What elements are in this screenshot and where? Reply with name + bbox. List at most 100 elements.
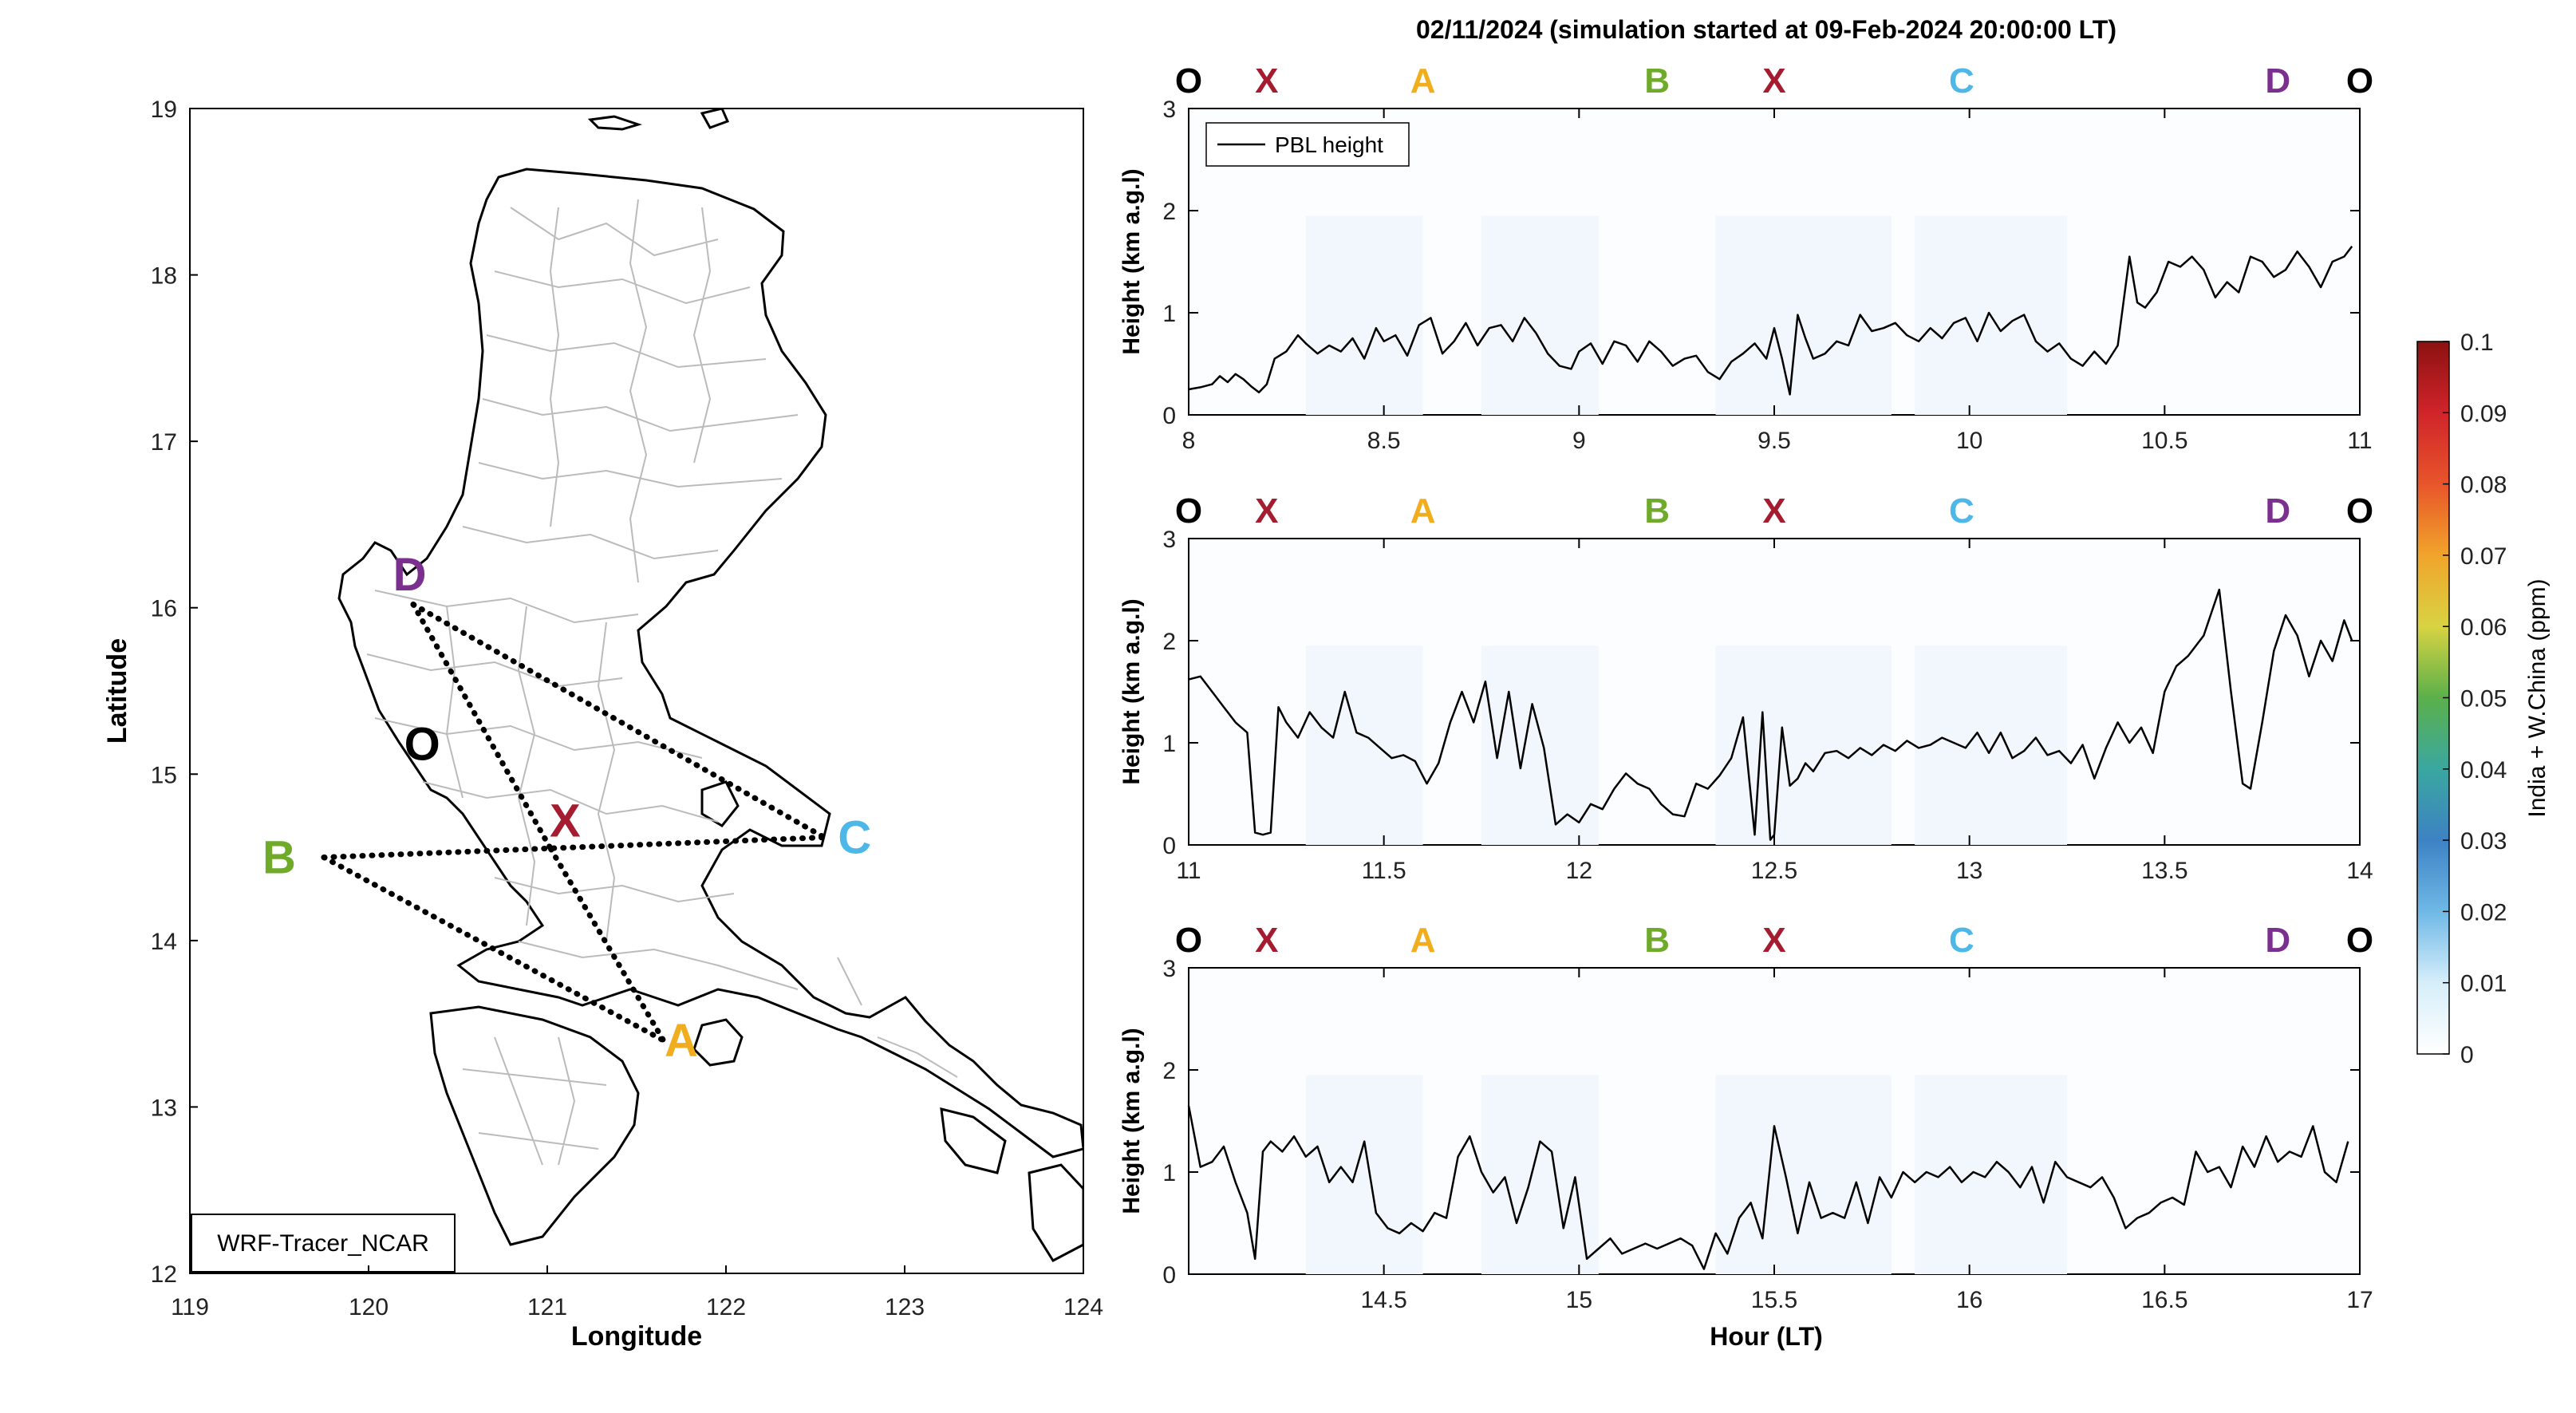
map-x-tick-label: 121 <box>527 1294 567 1320</box>
map-x-tick-label: 120 <box>349 1294 389 1320</box>
tracer-shade-band <box>1305 215 1423 415</box>
ts-x-tick-label: 9 <box>1572 428 1586 454</box>
map-x-tick-label: 123 <box>885 1294 925 1320</box>
ts-y-tick-label: 3 <box>1162 97 1176 123</box>
ts-x-tick-label: 16.5 <box>2141 1287 2187 1313</box>
mindoro-landmass <box>429 1005 640 1246</box>
ts-x-tick-label: 8 <box>1182 428 1196 454</box>
map-y-tick-label: 19 <box>151 97 177 123</box>
segment-marker-B: B <box>1644 921 1670 960</box>
colorbar-tick-label: 0 <box>2460 1042 2474 1068</box>
map-point-label: O <box>404 719 440 771</box>
map-ylabel: Latitude <box>102 638 132 744</box>
colorbar: 0 0.01 0.02 0.03 0.04 0.05 0.06 0.07 0.08 0.09 0.1… <box>2416 330 2550 1068</box>
map-routes <box>321 602 827 1044</box>
ts-ylabel: Height (km a.g.l) <box>1118 1028 1145 1214</box>
pbl-height-line <box>1188 246 2353 396</box>
ts-x-tick-label: 10.5 <box>2141 428 2187 454</box>
pbl-height-line <box>1188 588 2353 841</box>
map-y-ticks: 12 13 14 15 16 17 18 19 <box>151 97 198 1288</box>
map-y-tick-label: 16 <box>151 596 177 622</box>
colorbar-tick-label: 0.07 <box>2460 543 2507 570</box>
ts-panel-top: 8 8.5 9 9.5 10 10.5 11 0 1 2 3 Height (km a.g.l) O X A… <box>1118 61 2373 454</box>
ts-ylabel: Height (km a.g.l) <box>1118 598 1145 784</box>
segment-marker-A: A <box>1410 921 1436 960</box>
ts-x-tick-label: 15 <box>1566 1287 1592 1313</box>
segment-marker-O: O <box>2346 921 2373 960</box>
map-point-label: X <box>550 795 581 847</box>
map-point-label: D <box>393 549 427 601</box>
tracer-shade-band <box>1481 645 1599 845</box>
ts-y-tick-label: 2 <box>1162 199 1176 225</box>
marinduque-landmass <box>692 1018 744 1067</box>
colorbar-tick-label: 0.01 <box>2460 971 2507 997</box>
map-x-tick-label: 122 <box>706 1294 746 1320</box>
route-line-B-C <box>321 835 827 861</box>
segment-marker-A: A <box>1410 491 1436 531</box>
colorbar-tick-label: 0.03 <box>2460 828 2507 855</box>
colorbar-tick-label: 0.02 <box>2460 899 2507 926</box>
ts-x-tick-label: 17 <box>2346 1287 2373 1313</box>
colorbar-tick-label: 0.09 <box>2460 401 2507 427</box>
ts-xlabel: Hour (LT) <box>1710 1322 1823 1351</box>
ts-x-tick-label: 14 <box>2346 858 2373 884</box>
tracer-shade-band <box>1305 1075 1423 1274</box>
map-point-labels: D O X B C A <box>262 549 871 1067</box>
colorbar-ticks: 0 0.01 0.02 0.03 0.04 0.05 0.06 0.07 0.08 0.09 0.1 <box>2443 330 2507 1068</box>
ts-x-tick-label: 8.5 <box>1367 428 1401 454</box>
admin-borders <box>366 199 958 1166</box>
tracer-shade-band <box>1481 215 1599 415</box>
map-y-tick-label: 12 <box>151 1261 177 1288</box>
luzon-landmass <box>337 168 1083 1158</box>
segment-marker-D: D <box>2265 921 2290 960</box>
legend-label: PBL height <box>1275 132 1383 157</box>
segment-marker-C: C <box>1949 491 1974 531</box>
ts-y-tick-label: 1 <box>1162 301 1176 327</box>
map-xlabel: Longitude <box>571 1321 702 1352</box>
pbl-height-line <box>1187 1105 2349 1270</box>
polillo-landmass <box>700 780 740 827</box>
colorbar-tick-label: 0.05 <box>2460 686 2507 712</box>
colorbar-label: India + W.China (ppm) <box>2524 578 2550 817</box>
tracer-shading <box>1305 215 2067 415</box>
segment-marker-X: X <box>1762 61 1785 101</box>
segment-marker-A: A <box>1410 61 1436 101</box>
ts-y-tick-label: 2 <box>1162 1058 1176 1084</box>
ts-x-tick-label: 16 <box>1956 1287 1982 1313</box>
ts-y-tick-label: 1 <box>1162 731 1176 757</box>
map-x-ticks: 119 120 121 122 123 124 <box>171 1265 1103 1320</box>
ts-x-tick-label: 10 <box>1956 428 1982 454</box>
segment-marker-C: C <box>1949 921 1974 960</box>
ts-x-tick-label: 13.5 <box>2141 858 2187 884</box>
tracer-shade-band <box>1715 215 1892 415</box>
ts-y-tick-label: 1 <box>1162 1160 1176 1186</box>
map-y-tick-label: 13 <box>151 1095 177 1121</box>
ts-y-tick-label: 0 <box>1162 403 1176 429</box>
colorbar-tick-label: 0.08 <box>2460 472 2507 499</box>
ts-x-tick-label: 11 <box>2347 428 2372 454</box>
map-point-label: A <box>665 1015 698 1067</box>
ts-x-tick-label: 12.5 <box>1751 858 1797 884</box>
route-line-D-X <box>410 602 554 852</box>
segment-marker-X: X <box>1255 491 1278 531</box>
northern-islets <box>587 109 730 131</box>
segment-marker-D: D <box>2265 61 2290 101</box>
ts-y-tick-label: 2 <box>1162 629 1176 655</box>
tracer-shade-band <box>1715 645 1892 845</box>
segment-marker-O: O <box>1175 921 1202 960</box>
route-line-D-C <box>410 602 827 841</box>
route-line-B-A <box>321 855 667 1044</box>
ts-x-tick-label: 13 <box>1956 858 1982 884</box>
ts-y-tick-label: 0 <box>1162 1262 1176 1289</box>
ts-x-tick-label: 9.5 <box>1757 428 1791 454</box>
colorbar-tick-label: 0.06 <box>2460 614 2507 641</box>
ts-x-tick-label: 15.5 <box>1751 1287 1797 1313</box>
tracer-shade-band <box>1305 645 1423 845</box>
tracer-shade-band <box>1715 1075 1892 1274</box>
segment-marker-B: B <box>1644 61 1670 101</box>
map-y-tick-label: 18 <box>151 263 177 290</box>
ts-ylabel: Height (km a.g.l) <box>1118 168 1145 354</box>
